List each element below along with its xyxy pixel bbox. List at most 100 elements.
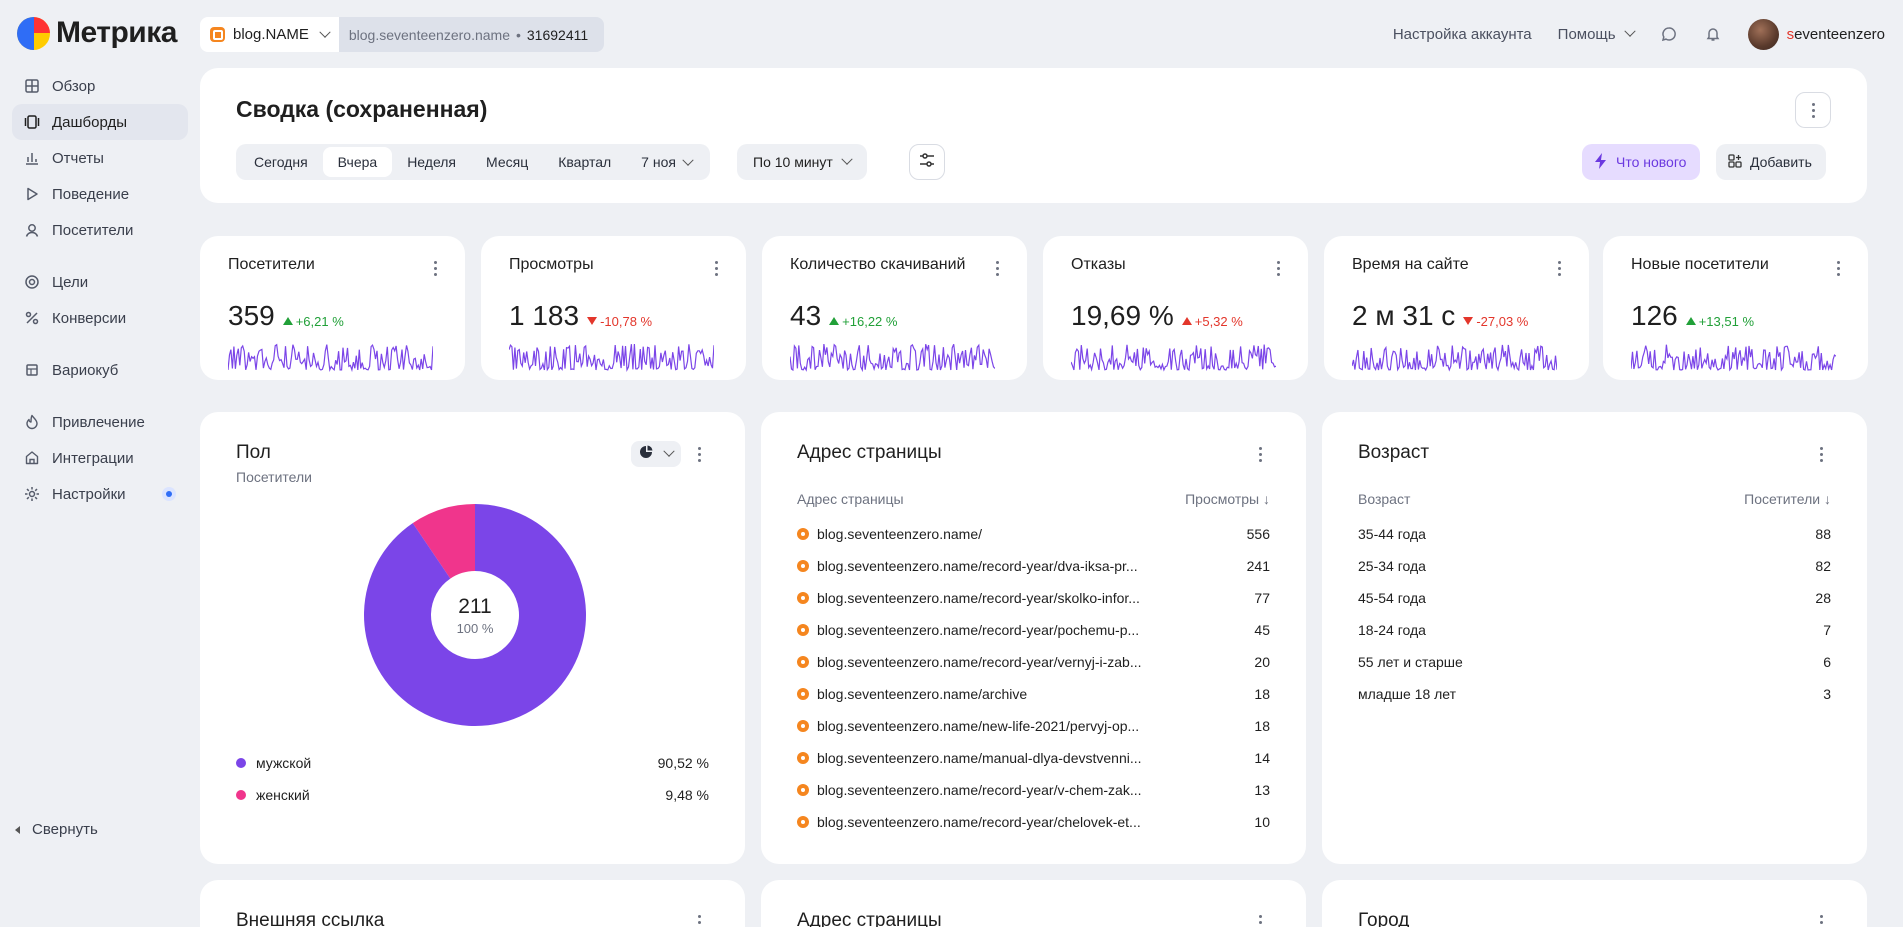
sidebar-item-goals[interactable]: Цели <box>12 264 188 300</box>
page-url[interactable]: blog.seventeenzero.name/record-year/dva-… <box>817 558 1138 574</box>
age-group: младше 18 лет <box>1358 686 1457 702</box>
table-row[interactable]: 55 лет и старше 6 <box>1358 652 1831 672</box>
donut-slice-female[interactable] <box>412 504 475 579</box>
table-row[interactable]: 25-34 года 82 <box>1358 556 1831 576</box>
site-selector[interactable]: blog.NAME <box>200 17 339 52</box>
table-row[interactable]: 18-24 года 7 <box>1358 620 1831 640</box>
user-menu[interactable]: seventeenzero <box>1747 18 1885 50</box>
page-url[interactable]: blog.seventeenzero.name/record-year/vern… <box>817 654 1142 670</box>
account-settings-link[interactable]: Настройка аккаунта <box>1392 25 1532 43</box>
kebab-icon[interactable] <box>1549 258 1569 278</box>
sidebar-item-variocube[interactable]: Вариокуб <box>12 352 188 388</box>
kebab-icon[interactable] <box>1250 444 1270 464</box>
period-quarter[interactable]: Квартал <box>558 154 612 170</box>
kebab-icon[interactable] <box>1268 258 1288 278</box>
kebab-icon[interactable] <box>1828 258 1848 278</box>
sidebar-item-settings[interactable]: Настройки <box>12 476 188 512</box>
page-address-widget: Адрес страницы Адрес страницы Просмотры … <box>761 412 1306 864</box>
age-group: 55 лет и старше <box>1358 654 1463 670</box>
sidebar-item-reports[interactable]: Отчеты <box>12 140 188 176</box>
page-url[interactable]: blog.seventeenzero.name/archive <box>817 686 1028 702</box>
site-switcher[interactable]: blog.NAME blog.seventeenzero.name • 3169… <box>200 17 605 52</box>
sidebar-item-integrations[interactable]: Интеграции <box>12 440 188 476</box>
sidebar-item-dashboards[interactable]: Дашборды <box>12 104 188 140</box>
kebab-icon[interactable] <box>987 258 1007 278</box>
sparkline <box>509 343 714 372</box>
sparkline-path <box>228 343 433 372</box>
collapse-sidebar-button[interactable]: Свернуть <box>15 821 98 838</box>
pie-chart-icon <box>639 445 653 464</box>
age-group: 45-54 года <box>1358 590 1426 606</box>
table-row[interactable]: blog.seventeenzero.name/archive 18 <box>797 684 1270 704</box>
table-row[interactable]: blog.seventeenzero.name/new-life-2021/pe… <box>797 716 1270 736</box>
legend-item-female[interactable]: женский 9,48 % <box>236 787 709 803</box>
metric-card-downloads[interactable]: Количество скачиваний 43 +16,22 % <box>762 236 1027 380</box>
date-picker[interactable]: 7 ноя <box>626 147 707 177</box>
donut-slice-male[interactable] <box>363 504 586 726</box>
table-row[interactable]: blog.seventeenzero.name/manual-dlya-devs… <box>797 748 1270 768</box>
table-row[interactable]: 35-44 года 88 <box>1358 524 1831 544</box>
kebab-icon[interactable] <box>1811 912 1831 927</box>
kebab-icon[interactable] <box>1250 912 1270 927</box>
table-row[interactable]: blog.seventeenzero.name/record-year/poch… <box>797 620 1270 640</box>
age-group: 18-24 года <box>1358 622 1426 638</box>
chat-icon[interactable] <box>1660 25 1678 43</box>
page-url[interactable]: blog.seventeenzero.name/record-year/poch… <box>817 622 1140 638</box>
table-row[interactable]: 45-54 года 28 <box>1358 588 1831 608</box>
widget-title: Внешняя ссылка <box>236 910 385 927</box>
legend-item-male[interactable]: мужской 90,52 % <box>236 755 709 771</box>
kebab-icon[interactable] <box>425 258 445 278</box>
sidebar-item-overview[interactable]: Обзор <box>12 68 188 104</box>
chevron-down-icon <box>663 445 675 457</box>
page-url[interactable]: blog.seventeenzero.name/ <box>817 526 982 542</box>
table-row[interactable]: blog.seventeenzero.name/556 <box>797 524 1270 544</box>
table-row[interactable]: blog.seventeenzero.name/record-year/skol… <box>797 588 1270 608</box>
kebab-icon[interactable] <box>689 912 709 927</box>
page-url[interactable]: blog.seventeenzero.name/record-year/chel… <box>817 814 1141 830</box>
chart-type-select[interactable] <box>631 441 681 467</box>
period-month[interactable]: Месяц <box>486 154 529 170</box>
metric-value: 19,69 % +5,32 % <box>1071 300 1243 331</box>
metric-title: Количество скачиваний <box>790 256 966 273</box>
metric-card-time-on-site[interactable]: Время на сайте 2 м 31 с -27,03 % <box>1324 236 1589 380</box>
logo-text: Метрика <box>56 16 177 49</box>
metric-card-new-visitors[interactable]: Новые посетители 126 +13,51 % <box>1603 236 1868 380</box>
kebab-icon[interactable] <box>689 444 709 464</box>
avatar <box>1747 18 1779 50</box>
bell-icon[interactable] <box>1704 25 1722 43</box>
kebab-icon[interactable] <box>1811 444 1831 464</box>
metric-card-pageviews[interactable]: Просмотры 1 183 -10,78 % <box>481 236 746 380</box>
help-menu[interactable]: Помощь <box>1558 26 1636 43</box>
table-row[interactable]: blog.seventeenzero.name/record-year/vern… <box>797 652 1270 672</box>
dashboard-menu-button[interactable] <box>1795 92 1831 128</box>
period-yesterday[interactable]: Вчера <box>322 147 393 177</box>
whats-new-button[interactable]: Что нового <box>1582 144 1701 180</box>
gear-icon <box>24 486 40 502</box>
page-url[interactable]: blog.seventeenzero.name/new-life-2021/pe… <box>817 718 1140 734</box>
sidebar-item-visitors[interactable]: Посетители <box>12 212 188 248</box>
metrika-logo[interactable]: Метрика <box>17 16 177 50</box>
sparkline-path <box>1631 344 1836 372</box>
add-widget-button[interactable]: Добавить <box>1716 144 1826 180</box>
chevron-down-icon <box>841 153 853 165</box>
metric-card-bounce[interactable]: Отказы 19,69 % +5,32 % <box>1043 236 1308 380</box>
sidebar-item-conversions[interactable]: Конверсии <box>12 300 188 336</box>
table-row[interactable]: blog.seventeenzero.name/record-year/v-ch… <box>797 780 1270 800</box>
metric-card-visitors[interactable]: Посетители 359 +6,21 % <box>200 236 465 380</box>
kebab-icon[interactable] <box>706 258 726 278</box>
table-row[interactable]: blog.seventeenzero.name/record-year/chel… <box>797 812 1270 832</box>
page-url[interactable]: blog.seventeenzero.name/manual-dlya-devs… <box>817 750 1142 766</box>
table-row[interactable]: младше 18 лет 3 <box>1358 684 1831 704</box>
add-widget-icon <box>1728 153 1742 171</box>
sidebar-item-behavior[interactable]: Поведение <box>12 176 188 212</box>
granularity-select[interactable]: По 10 минут <box>737 144 867 180</box>
site-meta: blog.seventeenzero.name • 31692411 <box>338 17 605 52</box>
logo-icon <box>17 16 50 50</box>
table-row[interactable]: blog.seventeenzero.name/record-year/dva-… <box>797 556 1270 576</box>
page-url[interactable]: blog.seventeenzero.name/record-year/v-ch… <box>817 782 1142 798</box>
sidebar-item-acquisition[interactable]: Привлечение <box>12 404 188 440</box>
period-today[interactable]: Сегодня <box>254 154 308 170</box>
page-url[interactable]: blog.seventeenzero.name/record-year/skol… <box>817 590 1140 606</box>
filters-button[interactable] <box>909 144 945 180</box>
period-week[interactable]: Неделя <box>407 154 457 170</box>
